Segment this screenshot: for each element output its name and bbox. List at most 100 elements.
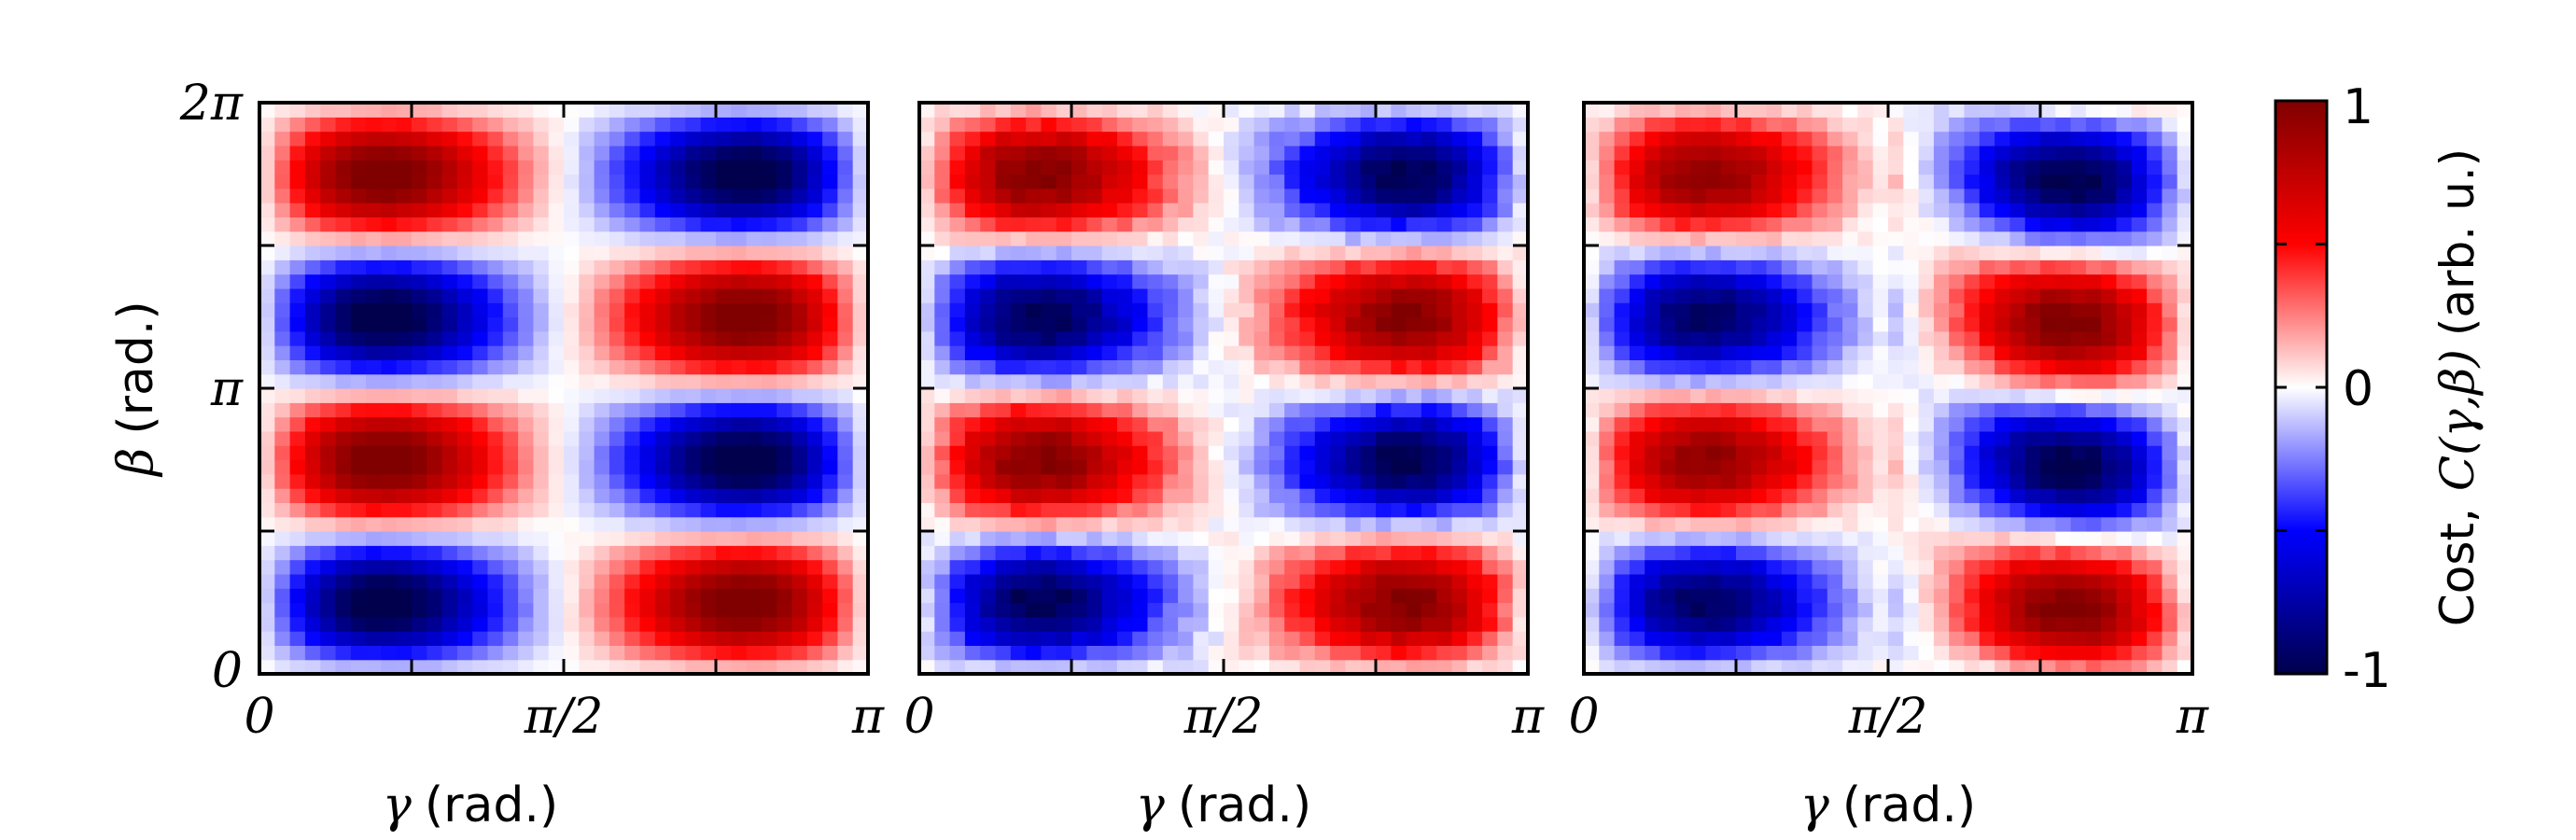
- heatmap-cell: [1345, 373, 1362, 389]
- heatmap-cell: [1086, 373, 1103, 389]
- heatmap-cell: [934, 388, 951, 403]
- heatmap-cell: [1041, 659, 1057, 675]
- heatmap-cell: [1812, 430, 1828, 446]
- heatmap-cell: [746, 174, 763, 189]
- heatmap-cell: [396, 373, 413, 389]
- heatmap-cell: [259, 131, 275, 147]
- heatmap-cell: [2024, 273, 2041, 289]
- heatmap-cell: [716, 359, 732, 375]
- heatmap-cell: [949, 373, 966, 389]
- heatmap-cell: [1736, 659, 1752, 675]
- heatmap-cell: [2040, 287, 2056, 303]
- heatmap-cell: [2055, 430, 2072, 446]
- heatmap-cell: [2131, 316, 2148, 332]
- heatmap-cell: [654, 217, 671, 232]
- ylabel-unit: (rad.): [108, 301, 164, 434]
- heatmap-cell: [1512, 531, 1529, 546]
- heatmap-cell: [1391, 402, 1407, 418]
- heatmap-cell: [594, 502, 610, 518]
- heatmap-cell: [670, 416, 686, 432]
- heatmap-cell: [1391, 602, 1407, 618]
- heatmap-cell: [1674, 488, 1691, 503]
- heatmap-cell: [1284, 573, 1301, 589]
- heatmap-cell: [852, 302, 869, 318]
- heatmap-cell: [1376, 402, 1392, 418]
- heatmap-cell: [624, 145, 641, 161]
- heatmap-cell: [472, 131, 489, 147]
- heatmap-cell: [949, 388, 966, 403]
- heatmap-cell: [1766, 103, 1783, 118]
- heatmap-cell: [1979, 273, 1995, 289]
- heatmap-cell: [1314, 117, 1331, 133]
- heatmap-cell: [2024, 287, 2041, 303]
- heatmap-cell: [919, 473, 935, 489]
- heatmap-cell: [548, 459, 565, 475]
- heatmap-cell: [822, 388, 838, 403]
- heatmap-cell: [1268, 359, 1285, 375]
- heatmap-cell: [2070, 416, 2087, 432]
- heatmap-cell: [1781, 416, 1798, 432]
- heatmap-cell: [1659, 531, 1676, 546]
- heatmap-cell: [381, 373, 398, 389]
- heatmap-cell: [1330, 245, 1346, 260]
- heatmap-cell: [441, 473, 458, 489]
- heatmap-cell: [624, 416, 641, 432]
- heatmap-cell: [1239, 145, 1255, 161]
- heatmap-cell: [1857, 160, 1874, 175]
- heatmap-cell: [746, 145, 763, 161]
- heatmap-cell: [1812, 245, 1828, 260]
- heatmap-cell: [1376, 545, 1392, 561]
- heatmap-cell: [2177, 488, 2193, 503]
- heatmap-cell: [2040, 231, 2056, 246]
- heatmap-cell: [2085, 516, 2102, 532]
- heatmap-cell: [670, 659, 686, 675]
- heatmap-cell: [1284, 430, 1301, 446]
- heatmap-cell: [1614, 516, 1631, 532]
- heatmap-cell: [579, 103, 595, 118]
- heatmap-cell: [579, 245, 595, 260]
- heatmap-cell: [274, 203, 291, 217]
- heatmap-cell: [1436, 160, 1453, 175]
- heatmap-cell: [1314, 559, 1331, 575]
- heatmap-cell: [1056, 117, 1072, 133]
- heatmap-cell: [518, 373, 534, 389]
- heatmap-cell: [350, 245, 367, 260]
- heatmap-cell: [472, 516, 489, 532]
- heatmap-cell: [2085, 103, 2102, 118]
- heatmap-cell: [1041, 645, 1057, 661]
- heatmap-cell: [2101, 402, 2118, 418]
- heatmap-cell: [350, 359, 367, 375]
- heatmap-cell: [980, 473, 997, 489]
- heatmap-cell: [2177, 330, 2193, 346]
- heatmap-cell: [1010, 545, 1027, 561]
- heatmap-cell: [639, 174, 656, 189]
- heatmap-cell: [1466, 217, 1483, 232]
- heatmap-cell: [1406, 231, 1422, 246]
- heatmap-cell: [1614, 259, 1631, 275]
- heatmap-cell: [791, 302, 808, 318]
- heatmap-cell: [609, 273, 625, 289]
- heatmap-cell: [1645, 602, 1661, 618]
- heatmap-cell: [1781, 559, 1798, 575]
- heatmap-cell: [2070, 188, 2087, 203]
- heatmap-cell: [1512, 502, 1529, 518]
- heatmap-cell: [1193, 217, 1210, 232]
- heatmap-cell: [1888, 103, 1904, 118]
- heatmap-cell: [1284, 273, 1301, 289]
- heatmap-cell: [412, 287, 427, 303]
- heatmap-cell: [304, 516, 321, 532]
- heatmap-cell: [1614, 131, 1631, 147]
- heatmap-cell: [1584, 602, 1600, 618]
- heatmap-cell: [995, 203, 1012, 217]
- heatmap-cell: [1918, 631, 1935, 646]
- heatmap-cell: [1284, 388, 1301, 403]
- heatmap-cell: [777, 659, 793, 675]
- heatmap-cell: [335, 459, 352, 475]
- heatmap-cell: [822, 373, 838, 389]
- heatmap-cell: [427, 188, 443, 203]
- heatmap-cell: [1041, 559, 1057, 575]
- heatmap-cell: [289, 388, 306, 403]
- heatmap-cell: [1751, 473, 1768, 489]
- heatmap-cell: [412, 330, 427, 346]
- heatmap-cell: [274, 388, 291, 403]
